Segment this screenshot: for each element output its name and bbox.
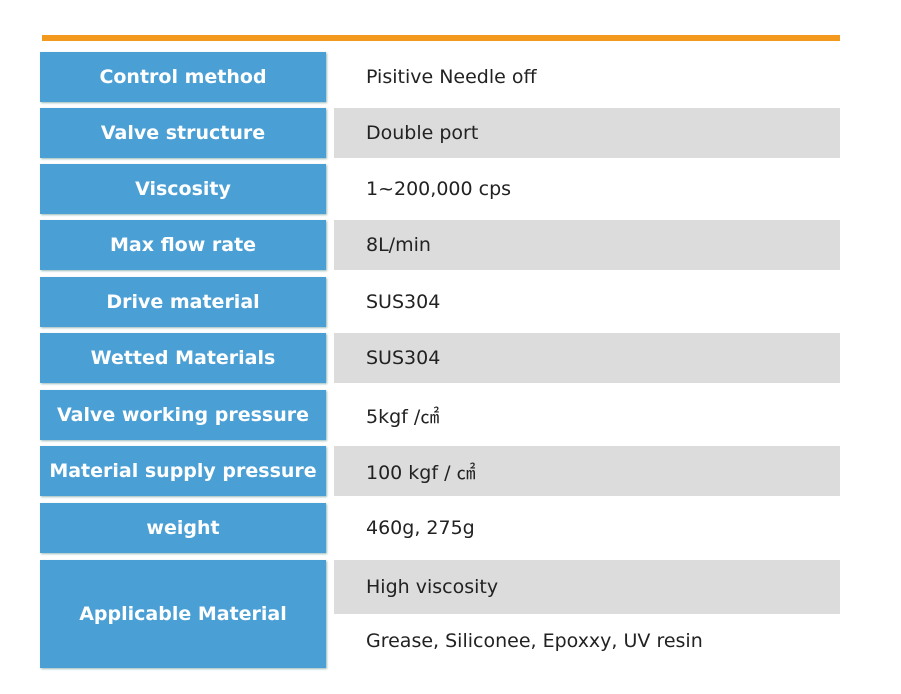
row-value: 460g, 275g	[366, 517, 475, 539]
row-label: Applicable Material	[40, 560, 326, 668]
row-label: weight	[40, 503, 326, 553]
row-value: 8L/min	[334, 220, 840, 270]
row-value: Double port	[334, 108, 840, 158]
row-value: SUS304	[334, 333, 840, 383]
row-label: Max flow rate	[40, 220, 326, 270]
row-label: Control method	[40, 52, 326, 102]
row-value: 1~200,000 cps	[366, 178, 512, 200]
row-label: Valve structure	[40, 108, 326, 158]
row-value: High viscosity	[334, 560, 840, 614]
row-value: SUS304	[366, 291, 441, 313]
row-label: Material supply pressure	[40, 446, 326, 496]
row-value: 100 kgf / ㎠	[334, 446, 840, 496]
top-bar	[42, 35, 840, 41]
row-label: Drive material	[40, 277, 326, 327]
row-label: Viscosity	[40, 164, 326, 214]
row-value: Pisitive Needle off	[366, 66, 537, 88]
row-label: Valve working pressure	[40, 390, 326, 440]
row-label: Wetted Materials	[40, 333, 326, 383]
row-value: Grease, Siliconee, Epoxxy, UV resin	[366, 630, 703, 652]
row-value: 5kgf /㎠	[366, 405, 440, 428]
